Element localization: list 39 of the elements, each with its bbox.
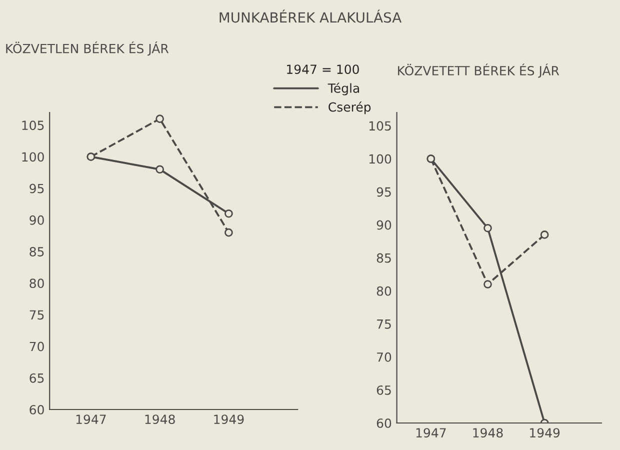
y-tick-label: 100 — [22, 152, 44, 162]
chart-title: MUNKABÉREK ALAKULÁSA — [220, 10, 402, 23]
y-tick-label: 90 — [376, 220, 392, 230]
y-tick-label: 75 — [377, 320, 391, 329]
x-tick-label: 1947 — [416, 428, 446, 438]
y-tick-label: 65 — [30, 373, 44, 383]
point — [484, 280, 492, 288]
y-tick-label: 65 — [376, 385, 391, 395]
chart-subtitle: KÖZVETLEN BÉREK ÉS JÁR — [6, 42, 169, 56]
point — [224, 209, 233, 218]
legend-label: Cserép — [328, 102, 371, 114]
y-tick-label: 95 — [376, 187, 391, 197]
y-tick-label: 70 — [30, 342, 44, 352]
y-tick-label: 85 — [376, 253, 391, 263]
y-tick-label: 60 — [30, 404, 44, 414]
x-tick-label: 1948 — [473, 428, 503, 438]
x-tick-label: 1949 — [214, 414, 244, 424]
y-tick-label: 80 — [376, 286, 392, 296]
x-tick-label: 1949 — [530, 428, 560, 438]
x-tick-label: 1948 — [145, 414, 175, 424]
y-tick-label: 80 — [30, 278, 44, 288]
point — [156, 114, 164, 123]
point — [224, 228, 233, 237]
point — [540, 230, 549, 239]
y-tick-label: 95 — [30, 184, 44, 194]
y-tick-label: 105 — [22, 120, 44, 130]
legend-label: Tégla — [328, 82, 360, 96]
y-tick-label: 85 — [30, 246, 44, 256]
y-tick-label: 100 — [369, 154, 392, 164]
y-tick-label: 70 — [377, 352, 392, 362]
point — [156, 165, 164, 174]
y-tick-label: 105 — [369, 121, 391, 131]
chart-subtitle: KÖZVETETT BÉREK ÉS JÁR — [398, 64, 560, 78]
x-tick-label: 1947 — [76, 414, 106, 424]
legend-title: 1947 = 100 — [287, 64, 359, 74]
point — [484, 224, 492, 232]
y-tick-label: 60 — [376, 418, 392, 428]
y-tick-label: 90 — [30, 215, 44, 225]
y-tick-label: 75 — [30, 310, 44, 320]
